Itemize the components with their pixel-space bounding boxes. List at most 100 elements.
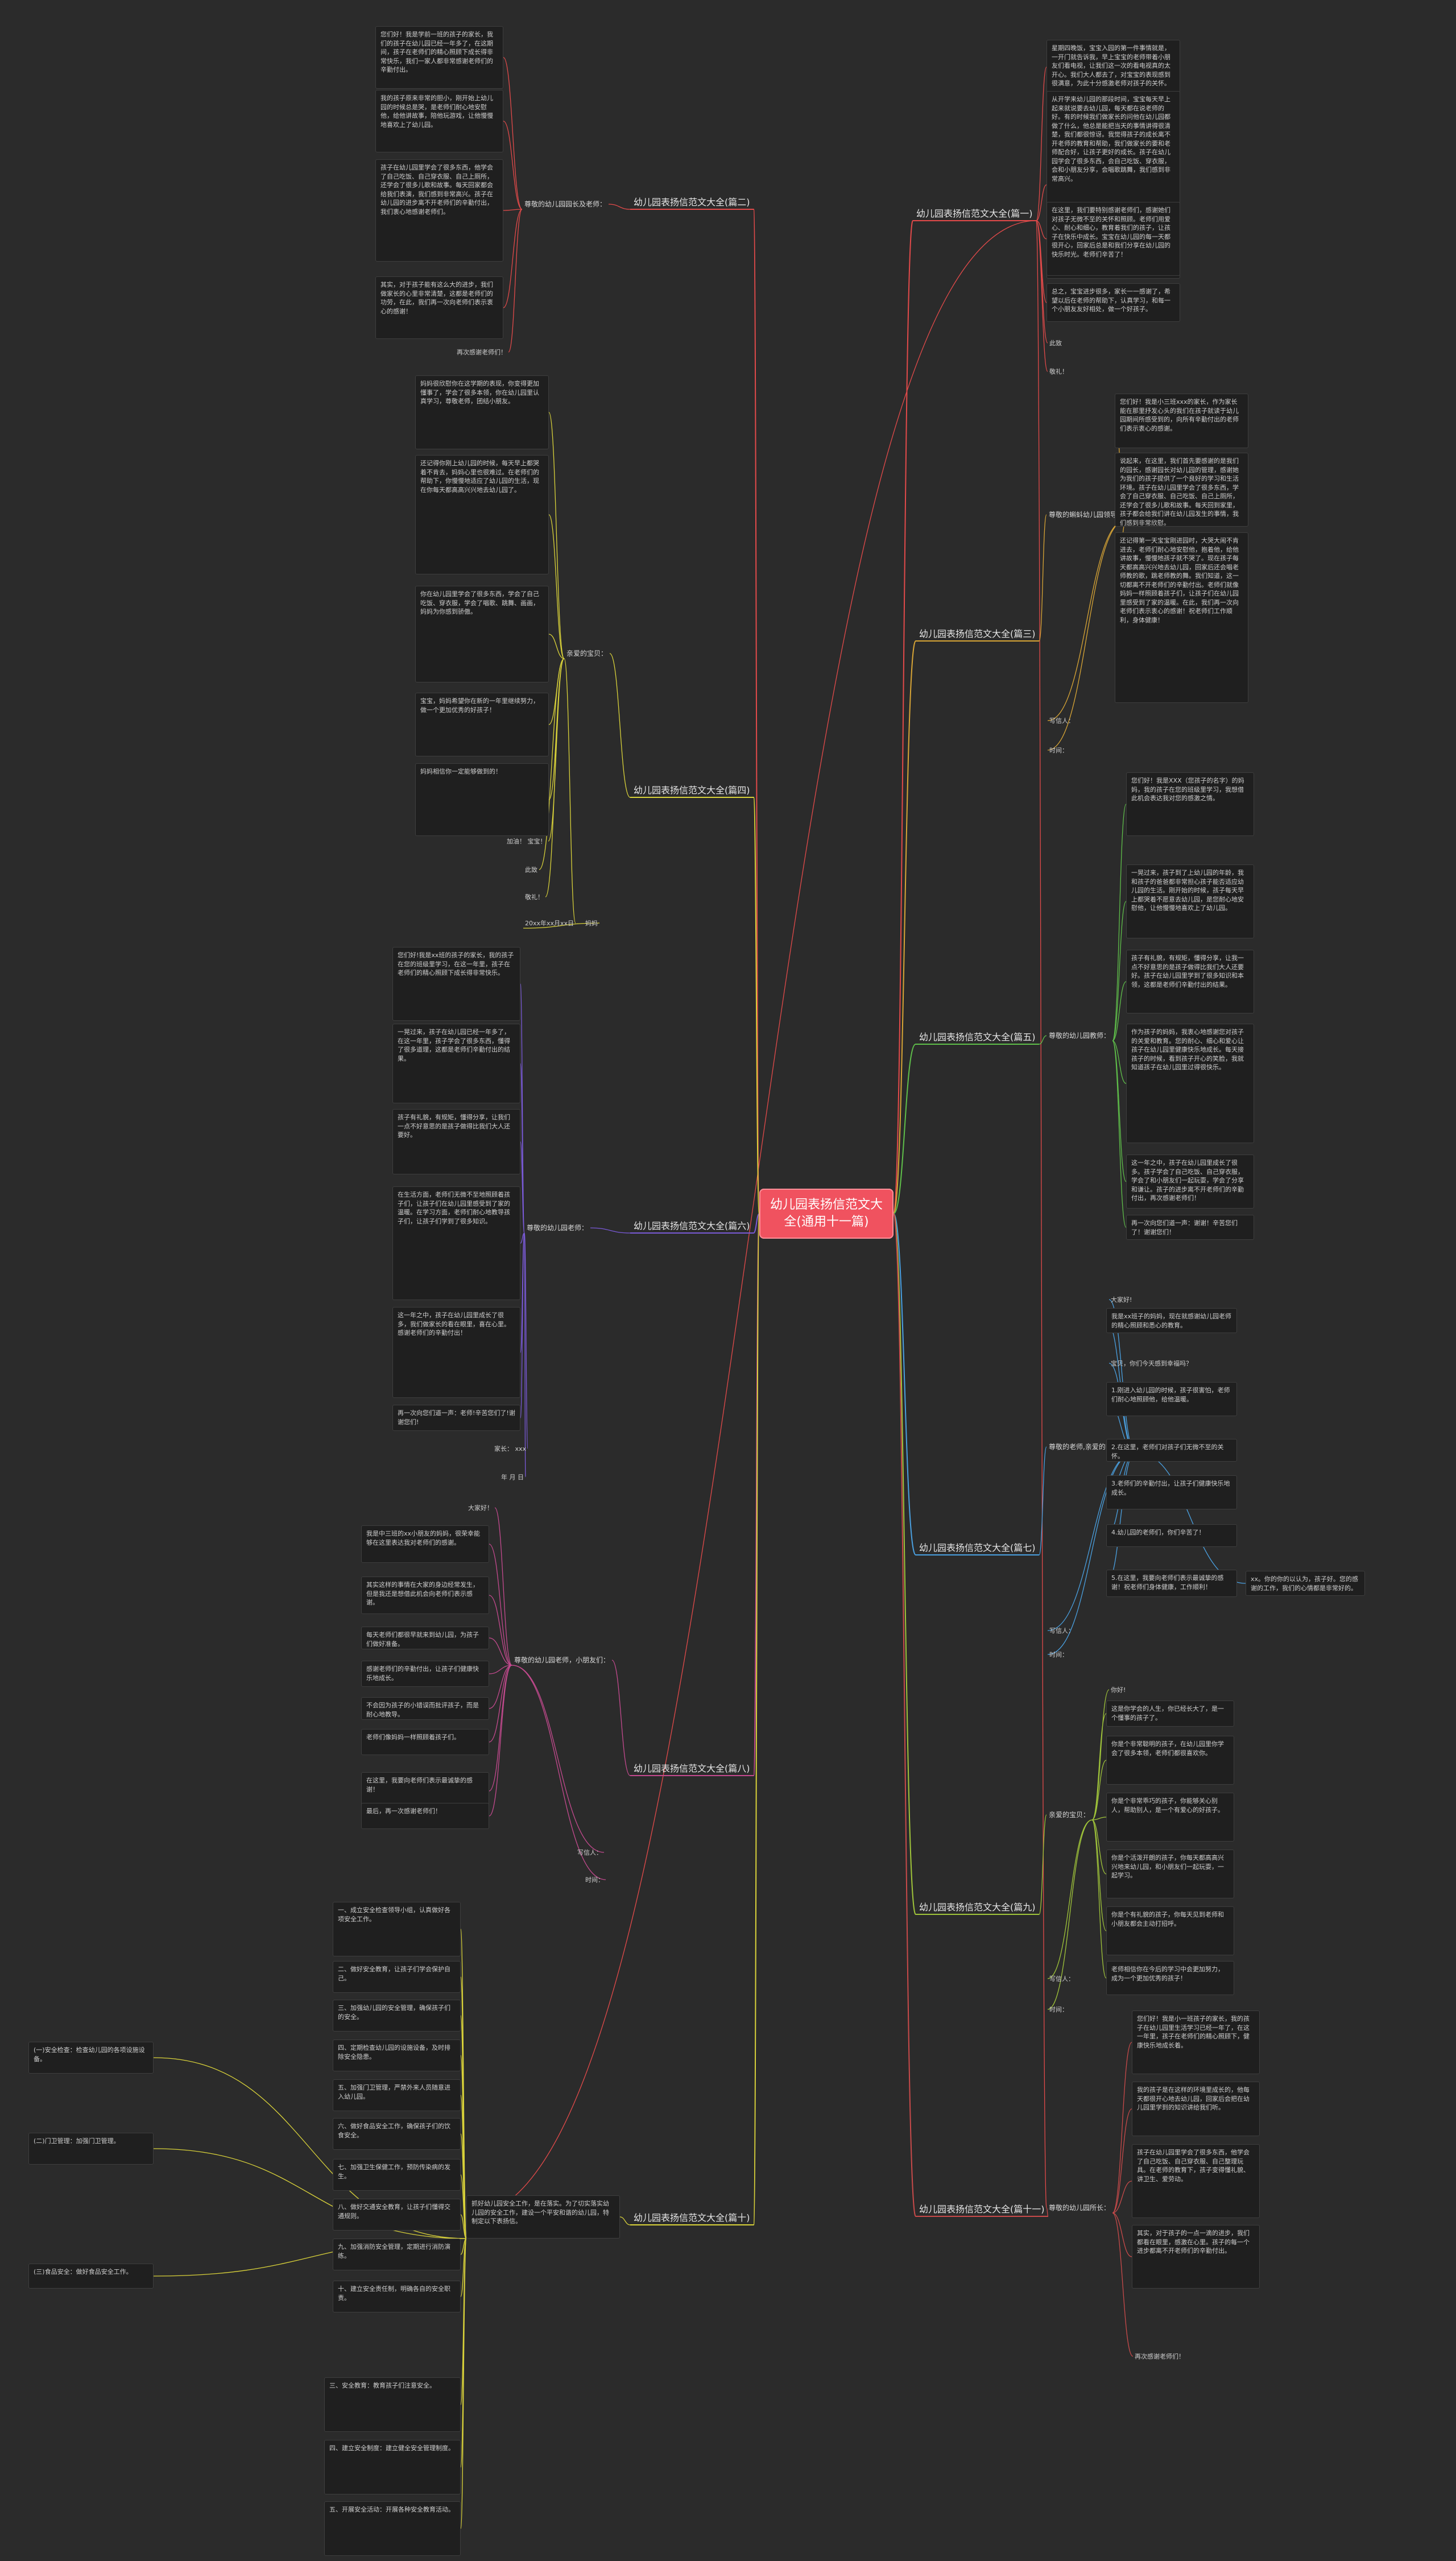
b8-paragraph: 最后，再一次感谢老师们！ — [361, 1803, 489, 1829]
b10-bottom-item: 三、安全教育：教育孩子们注意安全。 — [324, 2377, 461, 2432]
b2-paragraph: 您们好！我是学前一班的孩子的家长，我们的孩子在幼儿园已经一年多了，在这期间，孩子… — [375, 26, 503, 89]
branch-b11-label: 幼儿园表扬信范文大全(篇十一) — [919, 2204, 1045, 2215]
b7-paragraph: 宝贝，你们今天感到幸福吗？ — [1111, 1360, 1192, 1367]
connector-line — [1091, 1819, 1107, 1931]
branch-b3[interactable]: 幼儿园表扬信范文大全(篇三) — [916, 627, 1039, 641]
root-node[interactable]: 幼儿园表扬信范文大全(通用十一篇) — [759, 1189, 894, 1239]
b7-paragraph: 1.刚进入幼儿园的时候，孩子很害怕，老师们耐心地照顾他，给他温暖。 — [1106, 1382, 1237, 1416]
connector-line — [1091, 1819, 1107, 1979]
connector-line — [1039, 1814, 1047, 1915]
branch-connector — [753, 797, 760, 1214]
b4-paragraph: 妈妈相信你一定能够做到的！ — [415, 763, 549, 836]
b2-paragraph: 其实，对于孩子能有这么大的进步，我们做家长的心里非常清楚，这都是老师们的功劳，在… — [375, 276, 503, 339]
connector-line — [511, 1665, 605, 1853]
b7-paragraph: 3.老师们的辛勤付出，让孩子们健康快乐地成长。 — [1106, 1475, 1237, 1509]
branch-b1-label: 幼儿园表扬信范文大全(篇一) — [916, 208, 1033, 219]
connector-line — [1039, 514, 1047, 642]
b3-paragraph: 您们好！我是小三班xxx的家长，作为家长能在那里抒发心头的我们在孩子就读于幼儿园… — [1115, 394, 1248, 448]
connector-line — [503, 209, 523, 211]
connector-line — [1112, 2212, 1134, 2357]
b6-salutation[interactable]: 尊敬的幼儿园老师： — [527, 1224, 589, 1232]
connector-line — [1091, 1760, 1107, 1821]
b11-salutation[interactable]: 尊敬的幼儿园所长： — [1049, 2204, 1111, 2212]
b5-paragraph: 作为孩子的妈妈，我衷心地感谢您对孩子的关爱和教育。您的耐心、细心和爱心让孩子在幼… — [1126, 1024, 1254, 1143]
b9-salutation[interactable]: 亲爱的宝贝： — [1049, 1811, 1090, 1819]
connector-line — [489, 1665, 512, 1743]
b10-item: 九、加强消防安全管理，定期进行消防演练。 — [333, 2239, 461, 2270]
b6-paragraph: 在生活方面，老师们无微不至地照顾着孩子们，让孩子们在幼儿园里感受到了家的温暖。在… — [392, 1186, 520, 1300]
connector-line — [590, 1227, 631, 1234]
connector-line — [1046, 2207, 1049, 2217]
b5-paragraph: 孩子有礼貌，有规矩，懂得分享，让我一点不好意思的是孩子做得比我们大人还要好。孩子… — [1126, 950, 1254, 1013]
branch-b10[interactable]: 幼儿园表扬信范文大全(篇十) — [630, 2211, 754, 2225]
connector-line — [1047, 1819, 1093, 1979]
connector-line — [548, 634, 565, 659]
b10-item: 五、加强门卫管理，严禁外来人员随意进入幼儿园。 — [333, 2079, 461, 2111]
b4-date: 20xx年xx月xx日 — [525, 920, 574, 927]
connector-line — [539, 658, 565, 870]
b8-time: 时间： — [585, 1876, 604, 1884]
branch-b7[interactable]: 幼儿园表扬信范文大全(篇七) — [916, 1541, 1039, 1555]
branch-connector — [893, 1213, 916, 1555]
connector-line — [1112, 2181, 1132, 2214]
connector-line — [520, 1232, 525, 1244]
b3-writer: 写信人： — [1049, 717, 1074, 725]
connector-line — [1112, 2042, 1132, 2214]
b10-item: 六、做好食品安全工作，确保孩子们的饮食安全。 — [333, 2118, 461, 2150]
branch-b8-label: 幼儿园表扬信范文大全(篇八) — [634, 1763, 750, 1774]
connector-line — [460, 2174, 467, 2239]
connector-line — [153, 2148, 467, 2239]
branch-b4[interactable]: 幼儿园表扬信范文大全(篇四) — [630, 784, 754, 797]
b4-closing: 加油！ 宝宝！ — [507, 838, 547, 845]
connector-line — [609, 653, 631, 798]
b9-time: 时间： — [1049, 2006, 1068, 2013]
b1-paragraph: 在这里，我们要特别感谢老师们，感谢她们对孩子无微不至的关怀和照顾。老师们用爱心、… — [1046, 202, 1180, 276]
b4-salutation[interactable]: 亲爱的宝贝： — [566, 649, 608, 657]
b8-paragraph: 其实这样的事情在大家的身边经常发生，但是我还是想借此机会向老师们表示感谢。 — [361, 1577, 489, 1614]
b5-paragraph: 再一次向您们道一声：谢谢！辛苦您们了！谢谢您们！ — [1126, 1215, 1254, 1240]
b10-side-note: (三)食品安全：做好食品安全工作。 — [28, 2264, 154, 2289]
connector-line — [611, 1660, 631, 1776]
b1-paragraph: 星期四晚饭，宝宝入园的第一件事情就是，一开门就告诉我，早上宝宝的老师带着小朋友们… — [1046, 40, 1180, 94]
branch-b9[interactable]: 幼儿园表扬信范文大全(篇九) — [916, 1901, 1039, 1914]
branch-b5[interactable]: 幼儿园表扬信范文大全(篇五) — [916, 1031, 1039, 1044]
connector-line — [1047, 1451, 1136, 1655]
branch-b6[interactable]: 幼儿园表扬信范文大全(篇六) — [630, 1219, 754, 1233]
branch-b9-label: 幼儿园表扬信范文大全(篇九) — [919, 1902, 1036, 1913]
b3-salutation[interactable]: 尊敬的蝌蚪幼儿园领导： — [1049, 511, 1124, 519]
branch-connector — [893, 1044, 916, 1214]
branch-b1[interactable]: 幼儿园表扬信范文大全(篇一) — [913, 207, 1036, 221]
b5-salutation[interactable]: 尊敬的幼儿园教师： — [1049, 1032, 1111, 1040]
branch-b2[interactable]: 幼儿园表扬信范文大全(篇二) — [630, 196, 754, 209]
connector-line — [460, 2238, 467, 2297]
b4-paragraph: 你在幼儿园里学会了很多东西，学会了自己吃饭、穿衣服，学会了唱歌、跳舞、画画，妈妈… — [415, 586, 549, 682]
connector-line — [523, 922, 600, 929]
b10-bottom-item: 四、建立安全制度：建立健全安全管理制度。 — [324, 2440, 461, 2494]
connector-line — [494, 1507, 512, 1666]
connector-line — [489, 1665, 512, 1817]
connector-line — [460, 2214, 467, 2239]
b7-paragraph: 大家好! — [1111, 1296, 1132, 1304]
b9-paragraph: 你是个非常乖巧的孩子，你能够关心别人，帮助别人，是一个有爱心的好孩子。 — [1106, 1793, 1234, 1842]
b10-item: 八、做好交通安全教育，让孩子们懂得交通规则。 — [333, 2199, 461, 2231]
b10-intro[interactable]: 抓好幼儿园安全工作，是在落实。为了切实落实幼儿园的安全工作，建设一个平安和谐的幼… — [466, 2195, 620, 2239]
connector-line — [1112, 981, 1127, 1041]
b8-paragraph: 我是中三班的xx小朋友的妈妈，很荣幸能够在这里表达我对老师们的感谢。 — [361, 1525, 489, 1563]
b3-paragraph: 还记得第一天宝宝刚进园时，大哭大闹不肯进去，老师们耐心地安慰他，抱着他，给他讲故… — [1115, 532, 1248, 703]
connector-line — [503, 209, 523, 308]
connector-line — [503, 121, 523, 210]
b4-paragraph: 宝宝，妈妈希望你在新的一年里继续努力，做一个更加优秀的好孩子！ — [415, 693, 549, 756]
b8-salutation[interactable]: 尊敬的幼儿园老师，小朋友们： — [514, 1656, 610, 1664]
branch-b3-label: 幼儿园表扬信范文大全(篇三) — [919, 628, 1036, 639]
b9-paragraph: 你是个非常聪明的孩子，在幼儿园里你学会了很多本领，老师们都很喜欢你。 — [1106, 1736, 1234, 1785]
branch-b8[interactable]: 幼儿园表扬信范文大全(篇八) — [630, 1762, 754, 1776]
b1-paragraph: 总之，宝宝进步很多，家长一一感谢了，希望以后在老师的帮助下，认真学习，和每一个小… — [1046, 283, 1180, 322]
b5-paragraph: 一晃过来，孩子到了上幼儿园的年龄，我和孩子的爸爸都非常担心孩子能否适应幼儿园的生… — [1126, 864, 1254, 938]
connector-line — [524, 1232, 526, 1478]
branch-b11[interactable]: 幼儿园表扬信范文大全(篇十一) — [916, 2203, 1048, 2216]
b2-salutation[interactable]: 尊敬的幼儿园园长及老师： — [524, 200, 607, 208]
connector-line — [619, 2216, 631, 2225]
b6-sign: 年 月 日 — [501, 1474, 524, 1481]
b11-closing: 再次感谢老师们！ — [1135, 2353, 1185, 2360]
branch-b10-label: 幼儿园表扬信范文大全(篇十) — [634, 2212, 750, 2223]
